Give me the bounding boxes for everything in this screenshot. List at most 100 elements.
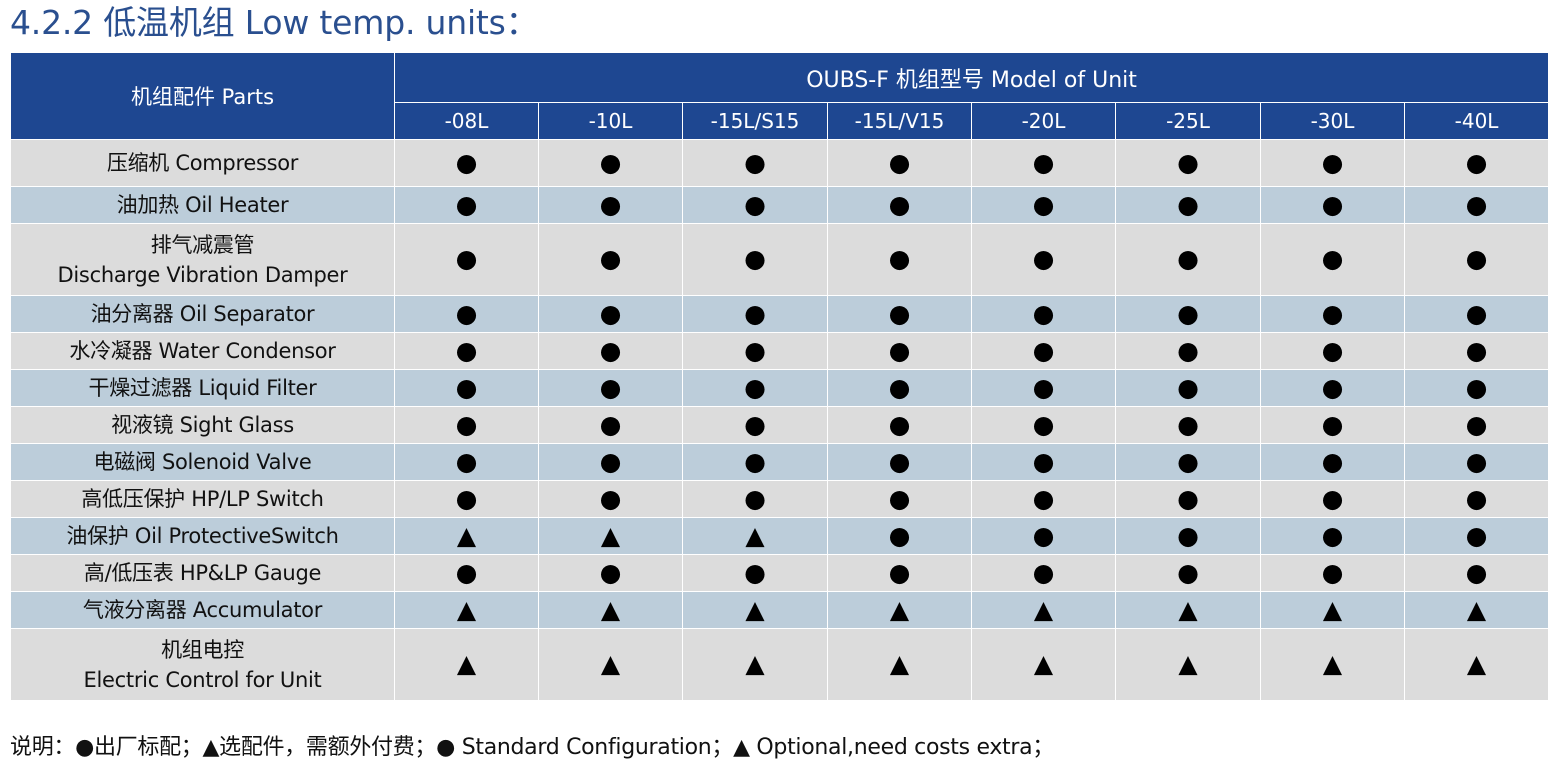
configuration-cell: ● <box>1403 139 1549 187</box>
configuration-cell: ● <box>538 186 683 224</box>
part-name: 油保护 Oil ProtectiveSwitch <box>66 524 339 548</box>
configuration-cell: ● <box>1260 480 1405 518</box>
standard-dot-icon: ● <box>1032 520 1055 550</box>
part-name: 油分离器 Oil Separator <box>90 302 315 326</box>
standard-dot-icon: ● <box>599 147 622 177</box>
optional-triangle-icon: ▲ <box>889 649 910 678</box>
configuration-cell: ● <box>1115 517 1261 555</box>
standard-dot-icon: ● <box>888 372 911 402</box>
parts-configuration-table: 机组配件 Parts OUBS-F 机组型号 Model of Unit -08… <box>10 52 1549 701</box>
configuration-cell: ● <box>394 186 539 224</box>
configuration-cell: ● <box>827 517 972 555</box>
standard-dot-icon: ● <box>744 189 766 219</box>
part-name: 干燥过滤器 Liquid Filter <box>88 376 317 400</box>
standard-dot-icon: ● <box>1321 409 1344 439</box>
configuration-cell: ● <box>1403 332 1549 370</box>
standard-dot-icon: ● <box>1321 520 1344 550</box>
configuration-cell: ▲ <box>1403 591 1549 629</box>
configuration-cell: ▲ <box>682 591 828 629</box>
configuration-cell: ● <box>1115 295 1261 333</box>
configuration-cell: ● <box>1403 223 1549 296</box>
table-row: 油加热 Oil Heater ● ● ● ● ● ● ● ● <box>10 186 1549 224</box>
table-row: 干燥过滤器 Liquid Filter ● ● ● ● ● ● ● ● <box>10 369 1549 407</box>
configuration-cell: ▲ <box>827 591 972 629</box>
configuration-cell: ● <box>1260 295 1405 333</box>
standard-dot-icon: ● <box>888 244 911 273</box>
standard-dot-icon: ● <box>1177 335 1199 365</box>
model-column-header: -40L <box>1403 102 1549 140</box>
configuration-cell: ● <box>1115 443 1261 481</box>
configuration-cell: ● <box>1115 369 1261 407</box>
configuration-cell: ● <box>394 480 539 518</box>
configuration-cell: ● <box>1115 332 1261 370</box>
part-name: 油加热 Oil Heater <box>116 193 289 217</box>
configuration-cell: ● <box>1403 406 1549 444</box>
configuration-cell: ▲ <box>538 517 683 555</box>
configuration-cell: ● <box>1260 139 1405 187</box>
configuration-cell: ● <box>1115 554 1261 592</box>
configuration-cell: ● <box>827 186 972 224</box>
part-name-cell: 油加热 Oil Heater <box>10 186 395 224</box>
table-row: 气液分离器 Accumulator ▲ ▲ ▲ ▲ ▲ ▲ ▲ ▲ <box>10 591 1549 629</box>
part-name-cell: 气液分离器 Accumulator <box>10 591 395 629</box>
standard-dot-icon: ● <box>1032 189 1055 219</box>
standard-dot-icon: ● <box>599 557 622 587</box>
standard-dot-icon: ● <box>888 446 911 476</box>
configuration-cell: ● <box>538 223 683 296</box>
table-row: 压缩机 Compressor ● ● ● ● ● ● ● ● <box>10 139 1549 187</box>
standard-dot-icon: ● <box>455 298 478 328</box>
table-row: 视液镜 Sight Glass ● ● ● ● ● ● ● ● <box>10 406 1549 444</box>
standard-dot-icon: ● <box>888 298 911 328</box>
configuration-cell: ● <box>827 406 972 444</box>
configuration-cell: ● <box>827 295 972 333</box>
standard-dot-icon: ● <box>599 244 622 273</box>
part-name: 排气减震管 <box>150 232 255 257</box>
part-name-cell: 视液镜 Sight Glass <box>10 406 395 444</box>
standard-dot-icon: ● <box>1465 298 1488 328</box>
standard-dot-icon: ● <box>1321 147 1344 177</box>
standard-dot-icon: ● <box>1465 557 1488 587</box>
standard-dot-icon: ● <box>455 372 478 402</box>
configuration-cell: ● <box>1115 139 1261 187</box>
configuration-cell: ▲ <box>1260 591 1405 629</box>
configuration-cell: ● <box>1115 223 1261 296</box>
standard-dot-icon: ● <box>599 483 622 513</box>
standard-dot-icon: ● <box>1032 244 1055 273</box>
configuration-cell: ● <box>1260 517 1405 555</box>
part-name-cell: 水冷凝器 Water Condensor <box>10 332 395 370</box>
configuration-cell: ● <box>682 139 828 187</box>
standard-dot-icon: ● <box>599 446 622 476</box>
configuration-cell: ● <box>394 369 539 407</box>
table-row: 排气减震管 Discharge Vibration Damper ● ● ● ● ● ● ● ● <box>10 223 1549 296</box>
configuration-cell: ● <box>1260 406 1405 444</box>
standard-dot-icon: ● <box>1032 372 1055 402</box>
standard-dot-icon: ● <box>1321 483 1344 513</box>
model-column-header: -20L <box>971 102 1116 140</box>
optional-triangle-icon: ▲ <box>745 649 765 678</box>
configuration-cell: ▲ <box>682 517 828 555</box>
standard-dot-icon: ● <box>744 244 766 273</box>
optional-triangle-icon: ▲ <box>1033 649 1054 678</box>
standard-dot-icon: ● <box>744 335 766 365</box>
standard-dot-icon: ● <box>1465 189 1488 219</box>
configuration-cell: ▲ <box>538 628 683 701</box>
configuration-cell: ● <box>827 223 972 296</box>
configuration-cell: ▲ <box>1260 628 1405 701</box>
standard-dot-icon: ● <box>455 244 478 273</box>
standard-dot-icon: ● <box>744 446 766 476</box>
part-name: Electric Control for Unit <box>83 667 322 692</box>
configuration-cell: ● <box>538 139 683 187</box>
configuration-cell: ● <box>682 332 828 370</box>
standard-dot-icon: ● <box>1177 483 1199 513</box>
optional-triangle-icon: ▲ <box>1033 594 1054 624</box>
configuration-cell: ● <box>1260 223 1405 296</box>
optional-triangle-icon: ▲ <box>1178 594 1198 624</box>
configuration-cell: ● <box>1403 517 1549 555</box>
standard-dot-icon: ● <box>455 446 478 476</box>
page-title: 4.2.2 低温机组 Low temp. units： <box>10 3 539 42</box>
standard-dot-icon: ● <box>1321 446 1344 476</box>
standard-dot-icon: ● <box>744 557 766 587</box>
standard-dot-icon: ● <box>1465 244 1488 273</box>
configuration-cell: ● <box>394 554 539 592</box>
configuration-cell: ● <box>394 295 539 333</box>
